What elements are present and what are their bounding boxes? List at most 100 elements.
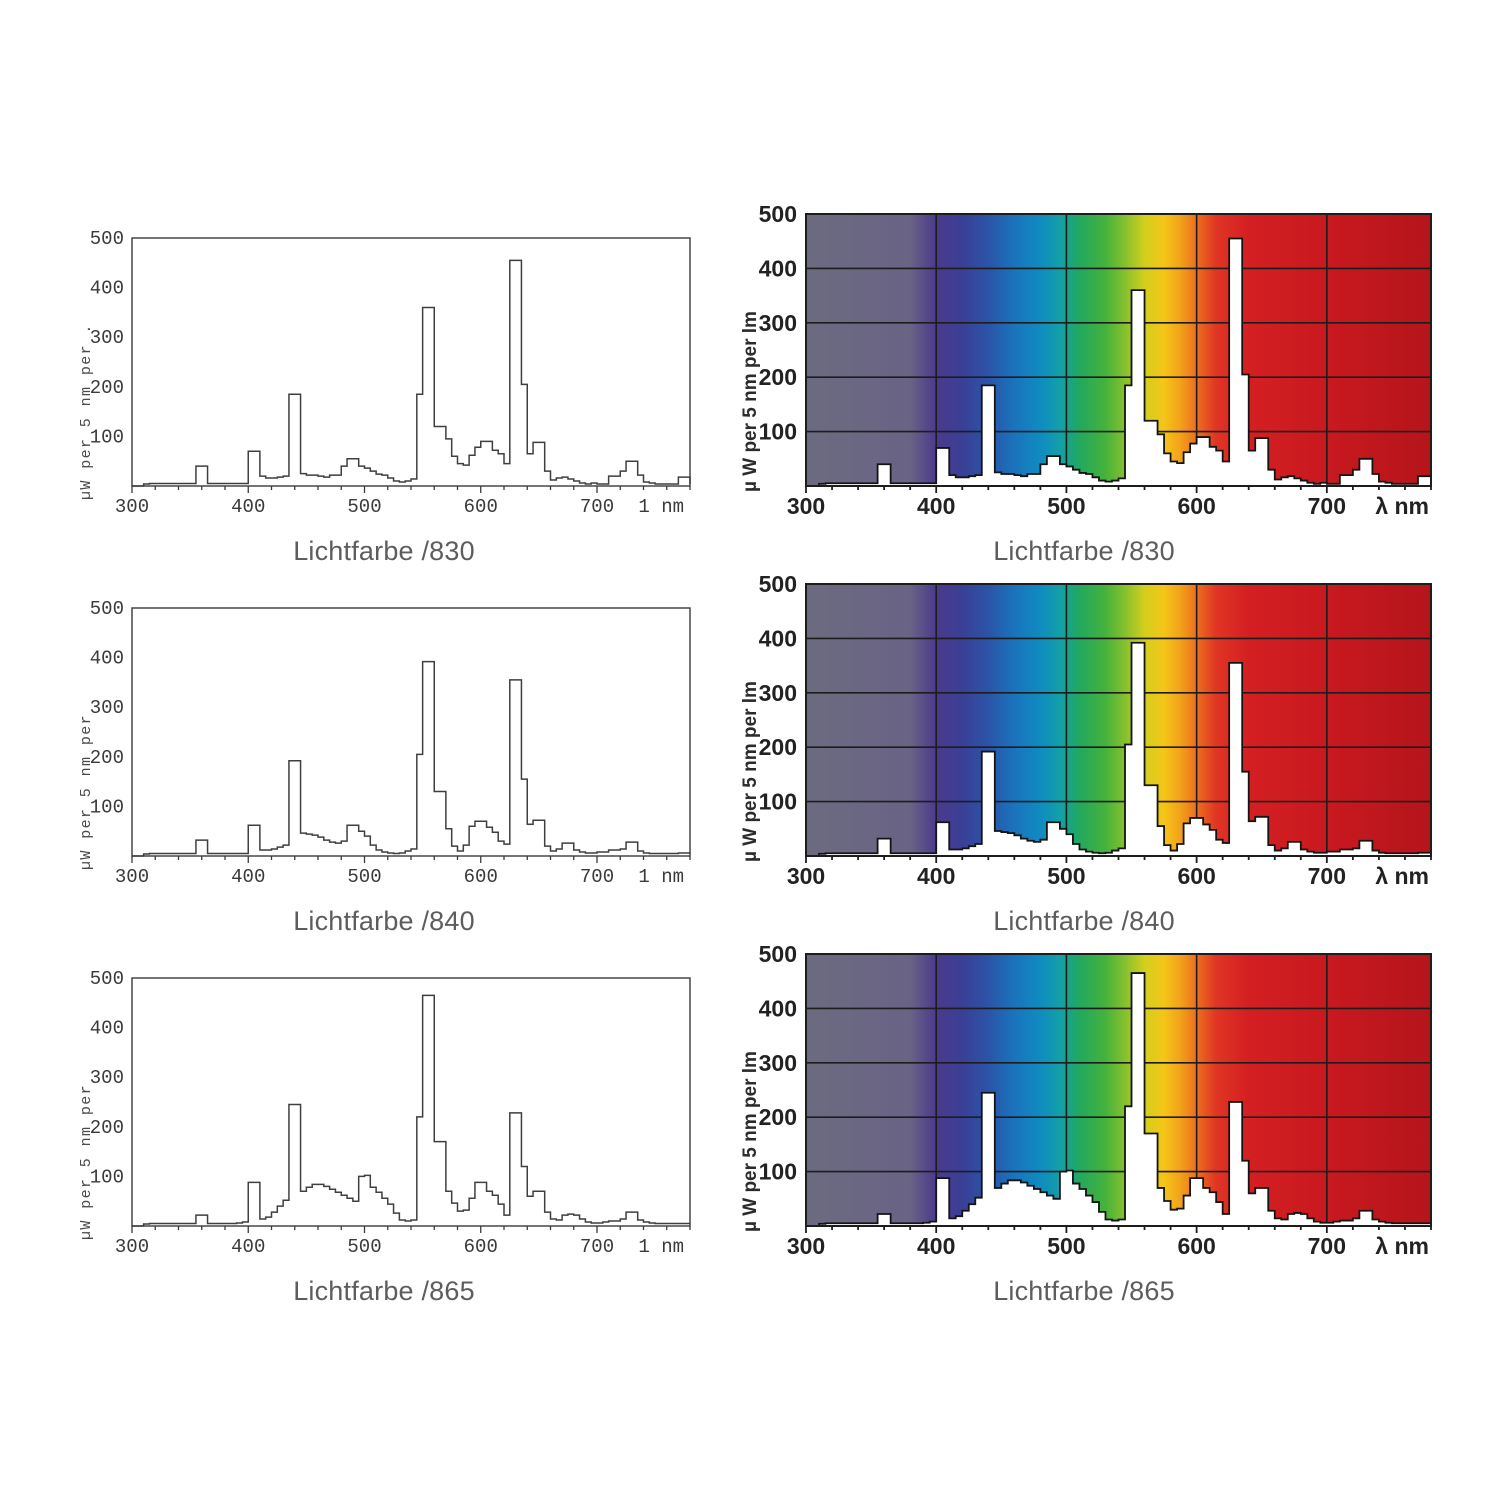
y-axis-title: µ W per 5 nm per lm — [740, 681, 761, 862]
y-tick-labels: 100 200 300 400 500 — [759, 571, 797, 815]
y-tick-label: 400 — [759, 255, 797, 281]
y-tick-label: 500 — [759, 941, 797, 967]
x-tick-label: 600 — [1177, 1233, 1215, 1259]
y-tick-label: 400 — [759, 625, 797, 651]
y-axis-title: µW per 5 nm per — [78, 1083, 95, 1240]
plot-background — [132, 608, 690, 856]
spectrum-plot-lf830-spectrum: 300 400 500 600 700 λ nm 100 200 300 400 500 — [759, 201, 1432, 519]
spectral-curve-fill — [806, 641, 1432, 857]
spectral-curve — [132, 994, 690, 1227]
chart-block-lf830-spectrum: µ W per 5 nm per lm 300 400 500 600 700 λ nm 10… — [728, 200, 1440, 567]
x-tick-label: 400 — [917, 1233, 955, 1259]
x-tick-labels: 300 400 500 600 700 — [115, 496, 614, 518]
y-tick-label: 300 — [90, 327, 124, 349]
x-axis-unit-label: 1 nm — [638, 866, 684, 888]
x-axis-unit-label: 1 nm — [638, 1236, 684, 1258]
x-tick-label: 700 — [580, 496, 614, 518]
x-tick-label: 400 — [231, 866, 265, 888]
y-tick-label: 100 — [90, 796, 124, 818]
y-tick-label: 500 — [759, 571, 797, 597]
spectrum-gradient-background — [806, 584, 1431, 856]
x-tick-labels: 300 400 500 600 700 — [115, 1236, 614, 1258]
y-tick-label: 300 — [90, 697, 124, 719]
x-axis-ticks — [131, 856, 691, 863]
x-tick-label: 600 — [1177, 863, 1215, 889]
y-tick-label: 100 — [759, 789, 797, 815]
x-tick-label: 500 — [347, 866, 381, 888]
y-tick-label: 500 — [759, 201, 797, 227]
y-tick-label: 500 — [90, 228, 124, 250]
chart-caption: Lichtfarbe /865 — [293, 1276, 475, 1306]
spectrum-gradient-background — [806, 954, 1431, 1226]
y-axis-title: µ W per 5 nm per lm — [740, 1051, 761, 1232]
x-tick-label: 500 — [1047, 1233, 1085, 1259]
x-axis-unit-label: 1 nm — [638, 496, 684, 518]
x-axis-unit-label: λ nm — [1375, 863, 1429, 889]
x-axis-ticks — [131, 1226, 691, 1233]
y-tick-label: 400 — [90, 278, 124, 300]
x-axis-ticks — [805, 856, 1432, 863]
x-axis-unit-label: λ nm — [1375, 1233, 1429, 1259]
chart-caption: Lichtfarbe /830 — [993, 536, 1175, 566]
x-tick-label: 600 — [464, 866, 498, 888]
x-tick-label: 300 — [115, 866, 149, 888]
spectral-curve-fill — [806, 237, 1432, 487]
y-axis-title: µ W per 5 nm per lm — [740, 311, 761, 492]
chart-caption: Lichtfarbe /840 — [293, 906, 475, 936]
x-axis-unit-label: λ nm — [1375, 493, 1429, 519]
y-tick-label: 300 — [759, 310, 797, 336]
x-axis-ticks — [805, 1226, 1432, 1233]
y-tick-labels: 100 200 300 400 500 — [90, 968, 124, 1188]
y-tick-labels: 100 200 300 400 500 — [90, 598, 124, 818]
chart-caption: Lichtfarbe /840 — [993, 906, 1175, 936]
y-tick-label: 100 — [759, 1159, 797, 1185]
grid-lines — [806, 584, 1431, 856]
x-tick-label: 300 — [115, 496, 149, 518]
x-tick-label: 700 — [580, 866, 614, 888]
y-tick-label: 200 — [759, 734, 797, 760]
grid-lines — [806, 214, 1431, 486]
spectrum-plot-lf840-spectrum: 300 400 500 600 700 λ nm 100 200 300 400 500 — [759, 571, 1432, 889]
x-tick-label: 400 — [917, 863, 955, 889]
x-axis-ticks — [805, 486, 1432, 493]
x-axis-ticks — [131, 486, 691, 493]
y-tick-label: 400 — [90, 1018, 124, 1040]
y-tick-label: 200 — [90, 747, 124, 769]
x-tick-labels: 300 400 500 600 700 — [787, 493, 1346, 519]
spectral-curve — [132, 259, 691, 487]
x-tick-label: 700 — [1308, 1233, 1346, 1259]
plot-background — [132, 978, 690, 1226]
y-tick-label: 300 — [759, 680, 797, 706]
chart-block-lf840-spectrum: µ W per 5 nm per lm 300 400 500 600 700 λ nm 10… — [728, 570, 1440, 937]
y-tick-label: 100 — [759, 419, 797, 445]
x-tick-label: 400 — [231, 496, 265, 518]
y-tick-label: 400 — [759, 995, 797, 1021]
spectral-curve-fill — [806, 972, 1432, 1227]
y-tick-labels: 100 200 300 400 500 — [90, 228, 124, 448]
x-tick-label: 700 — [1308, 863, 1346, 889]
y-tick-label: 200 — [759, 1104, 797, 1130]
x-tick-label: 600 — [464, 496, 498, 518]
spectrum-plot-lf865-mono: 300 400 500 600 700 1 nm 100 200 300 400 500 — [90, 968, 691, 1258]
x-tick-label: 500 — [347, 496, 381, 518]
y-tick-label: 300 — [759, 1050, 797, 1076]
x-tick-labels: 300 400 500 600 700 — [787, 863, 1346, 889]
y-tick-label: 200 — [90, 377, 124, 399]
x-tick-label: 700 — [580, 1236, 614, 1258]
grid-lines — [806, 954, 1431, 1226]
y-axis-title: µW per 5 nm per . — [78, 323, 95, 500]
x-tick-label: 500 — [347, 1236, 381, 1258]
spectrum-gradient-background — [806, 214, 1431, 486]
y-tick-labels: 100 200 300 400 500 — [759, 201, 797, 445]
x-tick-label: 400 — [231, 1236, 265, 1258]
y-tick-labels: 100 200 300 400 500 — [759, 941, 797, 1185]
spectrum-plot-lf830-mono: 300 400 500 600 700 1 nm 100 200 300 400 500 — [90, 228, 691, 518]
chart-block-lf830-mono: µW per 5 nm per . 300 400 500 600 700 1 nm 100 2… — [64, 200, 704, 567]
spectral-curve — [132, 660, 691, 857]
x-tick-label: 500 — [1047, 863, 1085, 889]
y-tick-label: 200 — [759, 364, 797, 390]
y-tick-label: 200 — [90, 1117, 124, 1139]
chart-caption: Lichtfarbe /865 — [993, 1276, 1175, 1306]
y-tick-label: 500 — [90, 968, 124, 990]
